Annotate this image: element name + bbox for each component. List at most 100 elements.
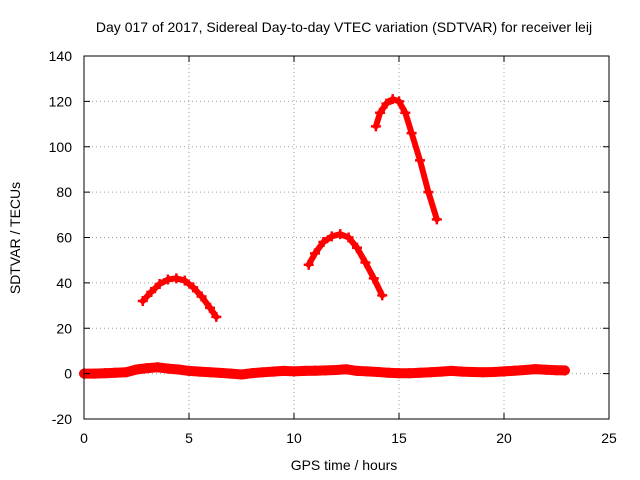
data-point: [171, 273, 182, 284]
y-tick-label: 80: [56, 184, 72, 200]
data-point: [352, 242, 362, 253]
series-arc-3: [372, 96, 440, 223]
x-axis-label: GPS time / hours: [291, 457, 398, 473]
data-point: [100, 368, 110, 379]
data-point: [278, 365, 289, 376]
data-point: [352, 365, 362, 376]
data-point: [431, 214, 442, 225]
data-point: [341, 364, 352, 375]
axis-ticks: 0 5 10 15 20 25 -20 0 20 40 60 80 100 120 140: [49, 48, 617, 446]
data-point: [110, 367, 121, 378]
data-point: [142, 363, 152, 374]
data-point: [303, 259, 314, 270]
data-point: [404, 368, 415, 379]
data-point: [423, 187, 434, 198]
data-point: [541, 364, 551, 375]
data-point: [226, 368, 236, 379]
data-point: [121, 367, 131, 378]
data-point: [530, 364, 541, 375]
data-point: [173, 364, 184, 375]
data-point: [184, 365, 194, 376]
data-point: [331, 364, 341, 375]
series-arc-2: [305, 231, 386, 299]
data-point: [362, 366, 373, 377]
data-point: [320, 365, 331, 376]
data-point: [406, 128, 417, 139]
data-point: [446, 365, 457, 376]
data-point: [268, 366, 278, 377]
y-tick-label: 120: [49, 93, 73, 109]
data-point: [299, 365, 310, 376]
data-point: [499, 366, 509, 377]
data-point: [131, 364, 142, 375]
data-point: [400, 107, 411, 118]
data-point: [394, 96, 404, 107]
data-point: [310, 248, 320, 259]
y-tick-label: 40: [56, 275, 72, 291]
data-point: [383, 367, 394, 378]
data-point: [370, 121, 381, 132]
data-point: [381, 98, 392, 109]
x-tick-label: 0: [80, 430, 88, 446]
data-point: [310, 365, 320, 376]
data-points: [79, 94, 570, 380]
data-point: [163, 274, 173, 285]
data-point: [436, 366, 446, 377]
data-point: [196, 291, 207, 302]
y-axis-label: SDTVAR / TECUs: [7, 182, 23, 294]
data-point: [137, 296, 148, 307]
x-tick-label: 25: [601, 430, 617, 446]
data-point: [335, 229, 346, 240]
y-tick-label: -20: [52, 411, 72, 427]
data-point: [415, 155, 425, 166]
data-point: [247, 368, 257, 379]
data-point: [326, 231, 337, 242]
data-point: [343, 232, 354, 243]
x-tick-label: 5: [185, 430, 193, 446]
data-point: [360, 257, 371, 268]
y-tick-label: 60: [56, 230, 72, 246]
data-point: [163, 363, 173, 374]
y-tick-label: 0: [64, 366, 72, 382]
data-point: [215, 367, 226, 378]
y-tick-label: 140: [49, 48, 73, 64]
data-point: [146, 286, 157, 297]
data-point: [188, 282, 199, 293]
data-point: [488, 367, 499, 378]
data-point: [318, 237, 329, 248]
data-point: [257, 367, 268, 378]
data-point: [236, 369, 247, 380]
x-tick-label: 20: [496, 430, 512, 446]
data-point: [211, 311, 222, 322]
data-point: [375, 107, 386, 118]
data-point: [89, 368, 100, 379]
data-point: [289, 366, 299, 377]
data-point: [205, 302, 215, 313]
data-point: [194, 366, 205, 377]
data-point: [425, 367, 436, 378]
x-tick-label: 15: [391, 430, 407, 446]
data-point: [509, 365, 520, 376]
data-point: [559, 365, 570, 376]
data-point: [373, 367, 383, 378]
data-point: [551, 365, 562, 376]
x-tick-label: 10: [286, 430, 302, 446]
data-point: [154, 279, 165, 290]
chart-title: Day 017 of 2017, Sidereal Day-to-day VTE…: [96, 19, 592, 35]
data-point: [478, 367, 488, 378]
grid: [84, 56, 609, 419]
data-point: [415, 367, 425, 378]
data-point: [520, 364, 530, 375]
data-point: [394, 368, 404, 379]
data-point: [467, 367, 478, 378]
data-point: [205, 367, 215, 378]
data-point: [152, 362, 163, 373]
y-tick-label: 100: [49, 139, 73, 155]
y-tick-label: 20: [56, 320, 72, 336]
data-point: [377, 290, 388, 301]
data-point: [387, 94, 398, 105]
data-point: [179, 275, 190, 286]
data-point: [457, 366, 467, 377]
